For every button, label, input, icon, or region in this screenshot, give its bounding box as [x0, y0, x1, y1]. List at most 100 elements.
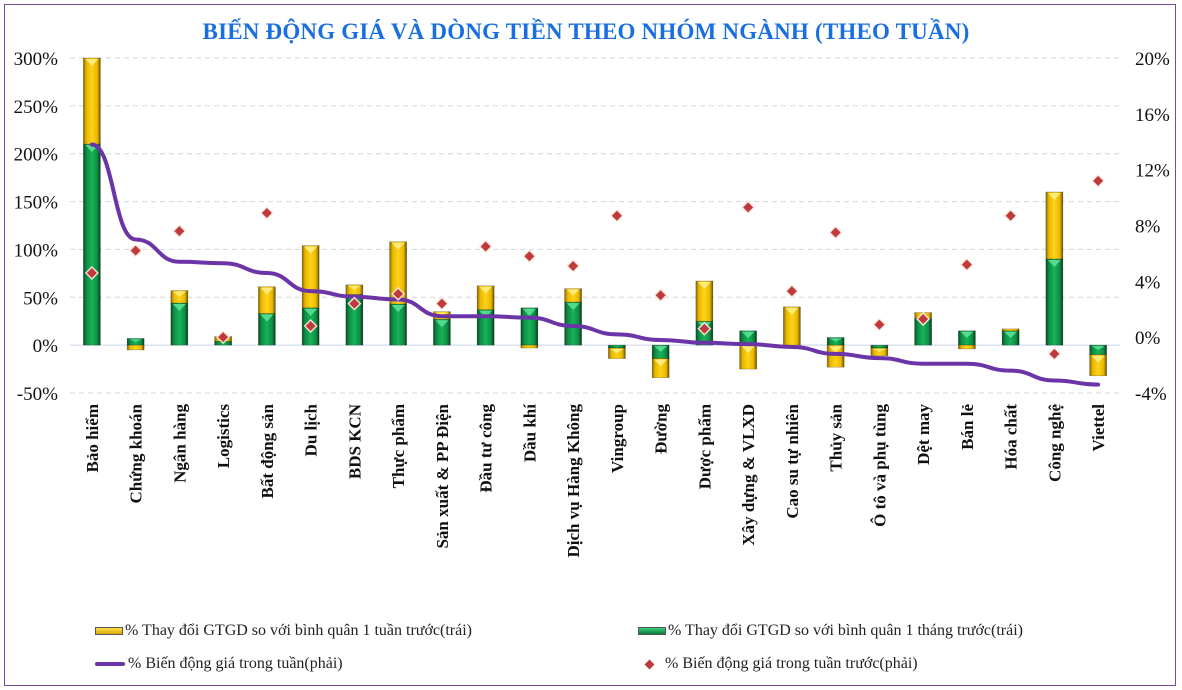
legend-item-price-line: % Biến động giá trong tuần(phải)	[95, 655, 343, 673]
prev-week-point	[524, 251, 535, 262]
category-label: Đầu tư công	[477, 404, 496, 493]
category-label: Cao su tự nhiên	[783, 403, 802, 518]
bar-month	[958, 330, 976, 346]
bar-week	[608, 347, 626, 359]
bar-week	[389, 241, 407, 305]
category-label: Du lịch	[302, 403, 321, 456]
price-line	[89, 142, 1101, 387]
bar-week-bevel	[829, 346, 843, 354]
category-label: Thủy sản	[827, 403, 846, 471]
left-axis-tick-label: 150%	[14, 193, 59, 214]
bar-week	[301, 245, 320, 309]
bar-week-rect	[301, 245, 320, 309]
bar-week-rect	[651, 358, 670, 378]
category-label: Bán lẻ	[958, 404, 977, 450]
right-axis-tick-label: 16%	[1135, 105, 1170, 126]
prev-week-point	[874, 319, 885, 330]
bar-week	[651, 358, 670, 378]
bars	[83, 57, 1107, 378]
bar-week	[695, 280, 714, 322]
bar-month	[651, 344, 670, 359]
bar-month-rect	[870, 344, 889, 349]
bar-week-rect	[1001, 328, 1020, 332]
bar-week-bevel	[435, 312, 449, 316]
bar-week	[870, 347, 889, 356]
bar-month	[126, 338, 145, 346]
bar-week-bevel	[304, 246, 318, 254]
category-label: BDS KCN	[345, 403, 364, 479]
bar-week	[345, 284, 364, 295]
bar-week	[783, 306, 801, 346]
bar-month	[476, 309, 495, 346]
prev-week-point	[961, 259, 972, 270]
bar-week-bevel	[697, 282, 711, 290]
prev-week-point	[436, 298, 447, 309]
prev-week-point	[786, 286, 797, 297]
bar-month	[1045, 258, 1064, 346]
bar-week-bevel	[85, 59, 99, 66]
prev-week-point	[349, 298, 360, 309]
bar-week-bevel	[654, 359, 668, 367]
prev-week-point	[1049, 348, 1060, 359]
bar-week-bevel	[391, 242, 405, 250]
bar-week	[958, 344, 976, 350]
bar-month-bevel	[829, 338, 843, 342]
bar-week-bevel	[260, 287, 274, 295]
prev-week-point	[261, 207, 272, 218]
bar-month-bevel	[960, 331, 974, 338]
legend-item-month: % Thay đổi GTGD so với bình quân 1 tháng…	[638, 622, 1023, 640]
bar-week-rect	[126, 344, 145, 351]
bar-week-rect	[520, 344, 539, 349]
bar-week-bevel	[610, 349, 624, 354]
bar-week	[564, 288, 582, 303]
category-label: Dệt may	[914, 404, 933, 465]
bar-month-rect	[1045, 258, 1064, 346]
prev-week-point	[568, 260, 579, 271]
legend-label: % Thay đổi GTGD so với bình quân 1 tháng…	[668, 622, 1024, 639]
prev-week-point	[174, 226, 185, 237]
bar-week	[258, 286, 276, 314]
bar-month	[826, 337, 845, 346]
prev-week-point	[393, 288, 404, 299]
bar-week-rect	[958, 344, 976, 350]
right-axis-tick-label: 0%	[1135, 328, 1161, 349]
bar-week-bevel	[172, 291, 186, 297]
bar-month	[433, 318, 451, 346]
bar-week-bevel	[479, 286, 493, 294]
legend-label: % Biến động giá trong tuần(phải)	[128, 655, 343, 672]
prev-week-point	[611, 210, 622, 221]
prev-week-point	[743, 202, 754, 213]
bar-month-bevel	[391, 304, 405, 312]
green-bar-swatch-icon	[638, 627, 666, 635]
bar-week	[170, 290, 189, 304]
category-label: Logistics	[214, 404, 233, 469]
prev-week-point	[130, 245, 141, 256]
prev-week-point	[1093, 175, 1104, 186]
left-axis-tick-label: 0%	[33, 336, 59, 357]
prev-week-point	[480, 241, 491, 252]
bar-week	[126, 344, 145, 351]
bar-month-bevel	[1047, 260, 1061, 267]
bar-month	[389, 303, 407, 346]
bar-month-bevel	[435, 320, 449, 328]
prev-week-points	[84, 173, 1106, 361]
bar-month-bevel	[1004, 331, 1018, 338]
bar-month	[520, 307, 539, 346]
prev-week-point	[830, 227, 841, 238]
category-label: Sản xuất & PP Điện	[433, 403, 452, 548]
category-label: Dầu khí	[520, 404, 539, 462]
bar-month-bevel	[1091, 346, 1105, 350]
bar-week-rect	[83, 57, 101, 145]
bar-week-bevel	[566, 289, 580, 296]
right-axis-tick-label: 20%	[1135, 49, 1170, 70]
legend-item-prev-week: % Biến động giá trong tuần trước(phải)	[638, 655, 918, 673]
bar-week	[739, 344, 757, 370]
right-axis-ticks: -4% 0% 4% 8% 12% 16% 20%	[1135, 49, 1170, 405]
prev-week-point	[305, 321, 316, 331]
chart-title: BIẾN ĐỘNG GIÁ VÀ DÒNG TIỀN THEO NHÓM NGÀ…	[202, 19, 970, 44]
bar-week-rect	[258, 286, 276, 314]
left-axis-tick-label: 250%	[14, 97, 59, 118]
bar-month-bevel	[741, 331, 755, 338]
bar-month	[258, 313, 276, 346]
